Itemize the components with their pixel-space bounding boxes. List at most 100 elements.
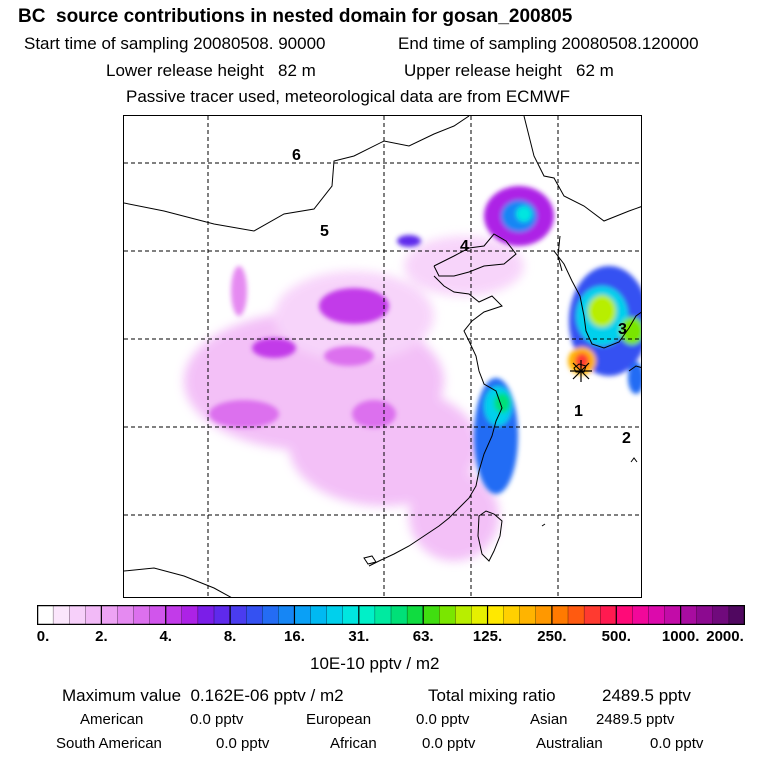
color-scale-border xyxy=(37,605,745,625)
color-scale-labels: 0. 2. 4. 8. 16. 31. 63. 125. 250. 500. 1000. 2000. xyxy=(0,628,768,648)
graticule xyxy=(124,116,641,597)
color-swatch xyxy=(648,605,666,625)
color-swatch xyxy=(278,605,296,625)
african-value: 0.0 pptv xyxy=(422,735,476,752)
color-swatch xyxy=(439,605,457,625)
max-value-label: Maximum value 0.162E-06 pptv / m2 xyxy=(62,686,344,705)
color-scale-tick-label: 250. xyxy=(537,628,567,645)
european-label: European xyxy=(306,711,372,728)
total-mixing-value: 2489.5 pptv xyxy=(602,686,691,705)
colorbar-units: 10E-10 pptv / m2 xyxy=(310,654,440,673)
color-swatch xyxy=(294,605,312,625)
color-scale-tick-label: 16. xyxy=(284,628,305,645)
plume-purple-4 xyxy=(209,400,279,428)
color-swatch xyxy=(133,605,151,625)
color-swatch xyxy=(664,605,682,625)
tracer-info-label: Passive tracer used, meteorological data… xyxy=(126,87,571,106)
plume-ne-core xyxy=(516,206,532,222)
color-swatch xyxy=(519,605,537,625)
color-scale-tick-label: 1000. xyxy=(661,628,700,645)
start-time-label: Start time of sampling 20080508. 90000 xyxy=(24,34,326,53)
total-mixing-label: Total mixing ratio xyxy=(428,686,556,705)
plume-purple-1 xyxy=(319,288,389,324)
color-swatch xyxy=(471,605,489,625)
plume-low-south xyxy=(409,471,499,561)
color-swatch xyxy=(52,605,70,625)
asian-label: Asian xyxy=(530,711,568,728)
color-scale-bar xyxy=(37,605,745,625)
color-swatch xyxy=(117,605,135,625)
color-swatch xyxy=(632,605,650,625)
color-swatch xyxy=(535,605,553,625)
color-swatch xyxy=(37,605,54,625)
color-swatch xyxy=(390,605,408,625)
region-label-1: 1 xyxy=(574,403,583,420)
color-scale-tick-label: 4. xyxy=(159,628,172,645)
hainan-island xyxy=(363,555,377,565)
south-american-value: 0.0 pptv xyxy=(216,735,270,752)
korea-coast xyxy=(553,250,641,349)
end-time-label: End time of sampling 20080508.120000 xyxy=(398,34,699,53)
australian-label: Australian xyxy=(536,735,603,752)
color-scale-tick-label: 2000. xyxy=(706,628,744,645)
color-scale-tick-label: 0. xyxy=(36,628,50,645)
taiwan-island xyxy=(477,510,503,562)
color-swatch xyxy=(567,605,585,625)
asian-value: 2489.5 pptv xyxy=(596,711,675,728)
color-swatch xyxy=(229,605,247,625)
color-swatch xyxy=(69,605,86,625)
upper-release-label: Upper release height 62 m xyxy=(404,61,614,80)
plume-purple-2 xyxy=(252,338,296,358)
color-swatch xyxy=(680,605,698,625)
region-label-6: 6 xyxy=(292,147,301,164)
color-scale-tick-label: 31. xyxy=(348,628,370,645)
plume-purple-6 xyxy=(231,266,247,316)
plume-coast-core xyxy=(494,393,510,413)
color-swatch xyxy=(423,605,440,625)
color-swatch xyxy=(487,605,505,625)
region-label-3: 3 xyxy=(618,321,627,338)
color-scale-tick-label: 8. xyxy=(223,628,237,645)
south-american-label: South American xyxy=(56,735,162,752)
map-canvas: 1 2 3 4 5 6 xyxy=(124,116,641,597)
european-value: 0.0 pptv xyxy=(416,711,470,728)
region-label-4: 4 xyxy=(460,238,469,255)
ryukyu-2 xyxy=(541,523,546,527)
concentration-field xyxy=(184,186,641,561)
american-label: American xyxy=(80,711,144,728)
color-swatch xyxy=(712,605,730,625)
bohai-coast xyxy=(433,233,517,277)
border-south xyxy=(124,567,232,597)
yalu-river xyxy=(557,235,563,272)
color-swatch xyxy=(600,605,617,625)
map-panel: 1 2 3 4 5 6 xyxy=(123,115,642,598)
color-swatch xyxy=(616,605,634,625)
color-swatch xyxy=(181,605,199,625)
color-swatch xyxy=(503,605,521,625)
color-swatch xyxy=(342,605,360,625)
receptor-marker xyxy=(570,360,592,382)
color-swatch xyxy=(213,605,231,625)
african-label: African xyxy=(330,735,377,752)
american-value: 0.0 pptv xyxy=(190,711,244,728)
color-swatch xyxy=(455,605,473,625)
color-swatch xyxy=(246,605,263,625)
color-swatch xyxy=(374,605,392,625)
china-coast xyxy=(368,275,503,567)
color-scale-tick-label: 63. xyxy=(412,628,434,645)
color-swatch xyxy=(262,605,280,625)
color-swatch xyxy=(551,605,569,625)
color-swatch xyxy=(728,605,745,625)
color-swatch xyxy=(696,605,714,625)
color-swatch xyxy=(358,605,376,625)
japan-coast xyxy=(628,365,641,372)
map-title: BC source contributions in nested domain… xyxy=(18,6,573,27)
plume-korea-core xyxy=(588,295,616,327)
color-swatch xyxy=(149,605,167,625)
color-swatch xyxy=(101,605,119,625)
color-swatch xyxy=(310,605,328,625)
color-swatch xyxy=(326,605,344,625)
color-scale-tick-label: 500. xyxy=(601,628,631,645)
region-label-2: 2 xyxy=(622,430,631,447)
lower-release-label: Lower release height 82 m xyxy=(106,61,316,80)
